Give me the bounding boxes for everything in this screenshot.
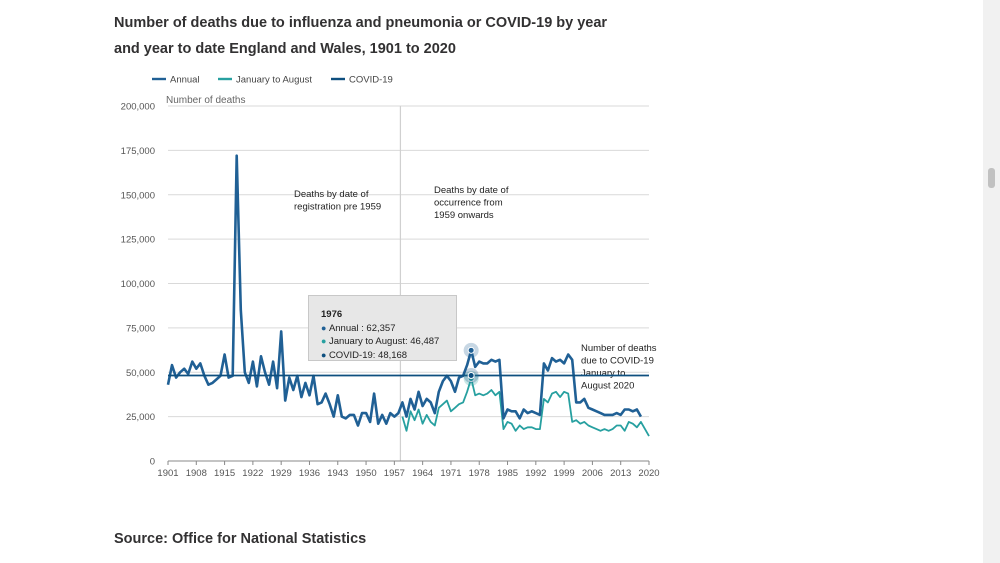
tooltip-jan-aug-row: ● January to August: 46,487 — [321, 335, 456, 349]
tooltip-year: 1976 — [321, 309, 343, 320]
x-tick-label: 1957 — [384, 468, 405, 479]
tooltip-annual-row: ● Annual : 62,357 — [321, 322, 456, 336]
x-tick-label: 1950 — [355, 468, 376, 479]
annotation-covid-line: due to COVID-19 — [581, 356, 654, 367]
y-tick-label: 50,000 — [126, 368, 155, 379]
chart-title-line-2: and year to date England and Wales, 1901… — [114, 41, 456, 57]
annotation-covid-line: January to — [581, 368, 625, 379]
y-axis-label: Number of deaths — [166, 95, 246, 106]
covid-dot-icon: ● — [321, 349, 329, 360]
series-line-january-to-august[interactable] — [401, 377, 650, 437]
tooltip-annual: Annual : 62,357 — [328, 322, 396, 334]
annotation-covid: Number of deaths due to COVID-19 January t… — [581, 343, 657, 392]
x-tick-label: 2020 — [638, 468, 659, 479]
chart-title: Number of deaths due to influenza and pn… — [114, 10, 614, 62]
x-tick-label: 1985 — [497, 468, 518, 479]
y-tick-label: 75,000 — [126, 323, 155, 334]
annotation-pre-1959-line: Deaths by date of — [294, 189, 369, 200]
annotation-post-1959: Deaths by date of occurrence from 1959 onw… — [434, 185, 509, 221]
annual-dot-icon: ● — [321, 322, 329, 333]
x-tick-label: 1943 — [327, 468, 348, 479]
chart-title-line-1: Number of deaths due to influenza and pn… — [114, 15, 608, 31]
series-line-annual[interactable] — [166, 154, 643, 427]
y-tick-label: 0 — [150, 457, 155, 468]
chart[interactable]: Annual January to August COVID-19 Number o… — [0, 0, 1000, 520]
highlight-markers[interactable] — [463, 342, 479, 386]
tooltip-covid: COVID-19: 48,168 — [328, 349, 408, 361]
legend-label: Annual — [170, 75, 200, 86]
x-tick-label: 1901 — [157, 468, 178, 479]
x-tick-label: 2006 — [582, 468, 603, 479]
x-tick-label: 1978 — [469, 468, 490, 479]
scrollbar-thumb[interactable] — [988, 168, 995, 188]
y-tick-label: 175,000 — [121, 146, 155, 157]
x-tick-label: 1915 — [214, 468, 235, 479]
x-axis: 1901 1908 1915 1922 1929 1936 1943 1950 1957 1964… — [157, 460, 660, 479]
x-tick-label: 1936 — [299, 468, 320, 479]
y-tick-label: 25,000 — [126, 412, 155, 423]
annotation-post-1959-line: 1959 onwards — [434, 210, 494, 221]
x-tick-label: 1964 — [412, 468, 433, 479]
jan-aug-dot-icon: ● — [321, 336, 329, 346]
marker-annual[interactable] — [467, 346, 475, 354]
x-tick-label: 1971 — [440, 468, 461, 479]
tooltip-covid-row: ● COVID-19: 48,168 — [321, 349, 456, 363]
annotation-post-1959-line: occurrence from — [434, 198, 503, 209]
source-note: Source: Office for National Statistics — [114, 531, 367, 547]
annotation-covid-line: August 2020 — [581, 381, 634, 392]
x-tick-label: 1908 — [186, 468, 207, 479]
annotation-post-1959-line: Deaths by date of — [434, 185, 509, 196]
y-axis: 0 25,000 50,000 75,000 100,000 125,000 150,000… — [121, 102, 155, 468]
tooltip: 1976 ● Annual : 62,357 ● January to Augu… — [308, 295, 457, 361]
annotation-covid-line: Number of deaths — [581, 343, 657, 354]
x-tick-label: 1999 — [554, 468, 575, 479]
legend-label: COVID-19 — [349, 75, 393, 86]
series-group — [166, 154, 650, 437]
x-tick-label: 1992 — [525, 468, 546, 479]
y-tick-label: 125,000 — [121, 235, 155, 246]
x-tick-label: 1929 — [271, 468, 292, 479]
annotation-pre-1959-line: registration pre 1959 — [294, 202, 381, 213]
x-tick-label: 2013 — [610, 468, 631, 479]
tooltip-jan-aug: January to August: 46,487 — [328, 336, 440, 347]
x-tick-label: 1922 — [242, 468, 263, 479]
marker-covid[interactable] — [467, 372, 475, 380]
y-tick-label: 200,000 — [121, 102, 155, 113]
legend-label: January to August — [236, 75, 312, 86]
legend: Annual January to August COVID-19 — [152, 75, 393, 86]
y-tick-label: 150,000 — [121, 190, 155, 201]
y-tick-label: 100,000 — [121, 279, 155, 290]
vertical-scrollbar[interactable] — [983, 0, 1000, 563]
annotations: Deaths by date of registration pre 1959De… — [294, 185, 657, 392]
annotation-pre-1959: Deaths by date of registration pre 1959 — [294, 189, 381, 213]
